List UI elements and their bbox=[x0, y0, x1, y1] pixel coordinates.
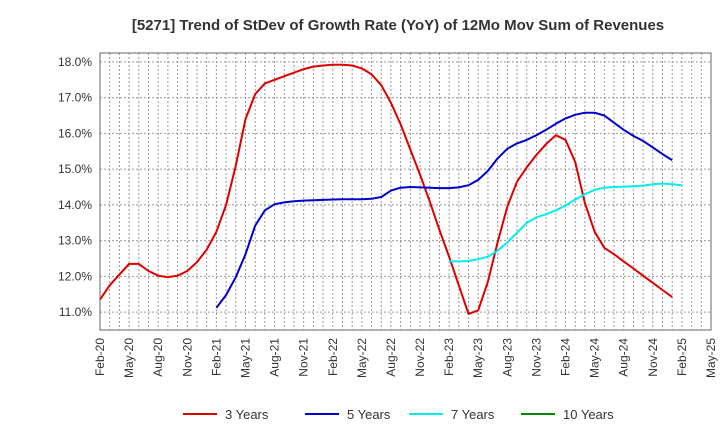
x-tick-label: Aug-22 bbox=[384, 338, 398, 377]
x-tick-label: Feb-20 bbox=[93, 338, 107, 376]
x-tick-label: Nov-24 bbox=[646, 338, 660, 377]
y-tick-label: 13.0% bbox=[58, 234, 92, 248]
y-tick-label: 16.0% bbox=[58, 126, 92, 140]
legend: 3 Years 5 Years 7 Years 10 Years bbox=[183, 407, 614, 422]
x-tick-label: Nov-20 bbox=[180, 338, 194, 377]
legend-label: 5 Years bbox=[347, 407, 391, 422]
grid bbox=[99, 53, 712, 330]
y-tick-label: 17.0% bbox=[58, 91, 92, 105]
chart-title: [5271] Trend of StDev of Growth Rate (Yo… bbox=[132, 17, 664, 34]
x-tick-label: Nov-21 bbox=[297, 338, 311, 377]
x-axis: Feb-20 May-20 Aug-20 Nov-20 Feb-21 May-21 Aug-… bbox=[93, 338, 718, 378]
series-line-3-years bbox=[99, 63, 673, 315]
x-tick-label: Nov-23 bbox=[529, 338, 543, 377]
x-tick-label: Feb-22 bbox=[326, 338, 340, 376]
y-tick-label: 18.0% bbox=[58, 55, 92, 69]
y-tick-label: 14.0% bbox=[58, 198, 92, 212]
legend-label: 3 Years bbox=[225, 407, 269, 422]
plot-frame bbox=[99, 52, 712, 331]
series-line-7-years bbox=[449, 182, 683, 263]
x-tick-label: Aug-23 bbox=[500, 338, 514, 377]
y-axis: 11.0% 12.0% 13.0% 14.0% 15.0% 16.0% 17.0% 18.0% bbox=[58, 55, 92, 319]
x-tick-label: May-23 bbox=[471, 338, 485, 378]
series-lines bbox=[99, 63, 683, 315]
x-tick-label: Feb-23 bbox=[442, 338, 456, 376]
x-tick-label: May-22 bbox=[355, 338, 369, 378]
x-tick-label: May-20 bbox=[122, 338, 136, 378]
series-line-5-years bbox=[215, 111, 673, 309]
y-tick-label: 12.0% bbox=[58, 269, 92, 283]
x-tick-label: Feb-24 bbox=[559, 338, 573, 376]
x-tick-label: Aug-21 bbox=[268, 338, 282, 377]
legend-label: 7 Years bbox=[451, 407, 495, 422]
y-tick-label: 11.0% bbox=[59, 305, 92, 319]
x-tick-label: May-25 bbox=[704, 338, 718, 378]
x-tick-label: Aug-24 bbox=[617, 338, 631, 377]
x-tick-label: Nov-22 bbox=[413, 338, 427, 377]
x-tick-label: Feb-25 bbox=[675, 338, 689, 376]
x-tick-label: Aug-20 bbox=[151, 338, 165, 377]
x-tick-label: Feb-21 bbox=[209, 338, 223, 376]
legend-label: 10 Years bbox=[563, 407, 614, 422]
x-tick-label: May-21 bbox=[238, 338, 252, 378]
y-tick-label: 15.0% bbox=[58, 162, 92, 176]
x-tick-label: May-24 bbox=[588, 338, 602, 378]
plot-area bbox=[100, 53, 711, 330]
